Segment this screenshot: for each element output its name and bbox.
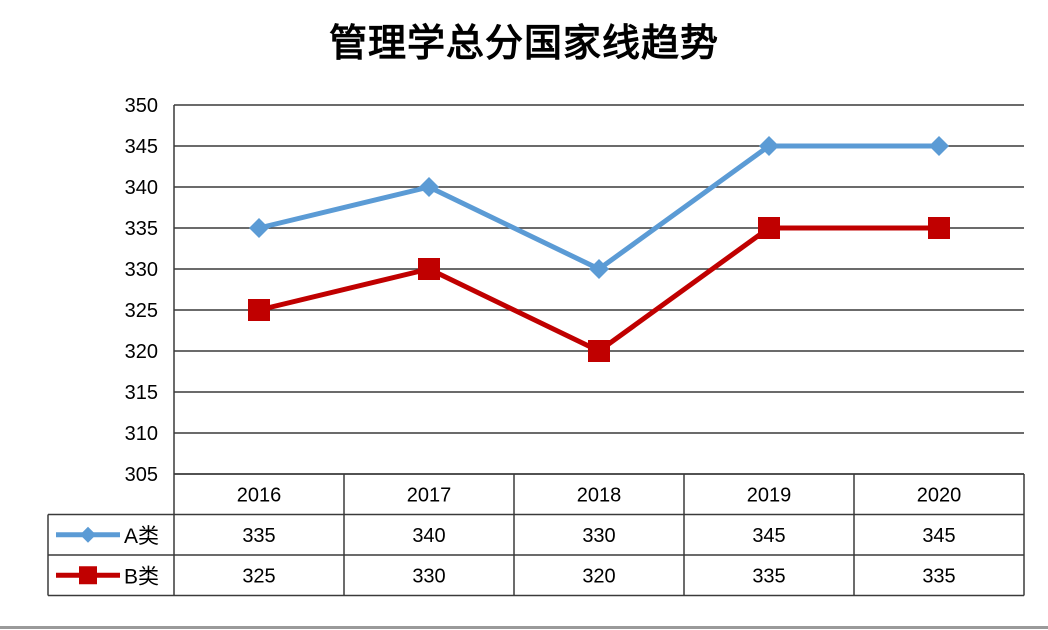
data-point-a: [589, 259, 609, 279]
legend-marker-square: [79, 566, 97, 585]
y-tick-label: 340: [125, 177, 158, 199]
table-value-cell: 330: [582, 525, 615, 547]
table-value-cell: 335: [922, 565, 955, 587]
chart-title: 管理学总分国家线趋势: [328, 20, 719, 65]
data-point-b: [928, 217, 950, 239]
y-tick-label: 335: [125, 218, 158, 240]
table-value-cell: 335: [242, 525, 275, 547]
table-value-cell: 335: [752, 565, 785, 587]
data-point-a: [759, 136, 779, 156]
table-value-cell: 330: [412, 565, 445, 587]
category-label: 2017: [407, 484, 452, 506]
data-point-b: [588, 340, 610, 362]
y-tick-label: 305: [125, 464, 158, 486]
y-tick-label: 330: [125, 259, 158, 281]
data-point-b: [418, 258, 440, 280]
y-tick-label: 350: [125, 95, 158, 117]
legend-marker-diamond: [80, 526, 96, 543]
bottom-divider: [0, 626, 1048, 629]
table-value-cell: 340: [412, 525, 445, 547]
y-tick-label: 315: [125, 382, 158, 404]
table-value-cell: 345: [752, 525, 785, 547]
data-point-a: [929, 136, 949, 156]
y-tick-label: 345: [125, 136, 158, 158]
legend-label: B类: [124, 565, 159, 588]
y-tick-label: 320: [125, 341, 158, 363]
data-point-b: [248, 299, 270, 321]
category-label: 2016: [237, 484, 282, 506]
category-label: 2019: [747, 484, 792, 506]
series-line-1: [258, 143, 939, 272]
data-point-a: [419, 177, 439, 197]
y-tick-label: 325: [125, 300, 158, 322]
category-label: 2020: [917, 484, 962, 506]
table-value-cell: 325: [242, 565, 275, 587]
table-value-cell: 320: [582, 565, 615, 587]
data-point-a: [249, 218, 269, 238]
data-point-b: [758, 217, 780, 239]
category-label: 2018: [577, 484, 622, 506]
series-line-2: [258, 225, 939, 354]
legend-label: A类: [124, 525, 159, 548]
y-tick-label: 310: [125, 423, 158, 445]
table-value-cell: 345: [922, 525, 955, 547]
